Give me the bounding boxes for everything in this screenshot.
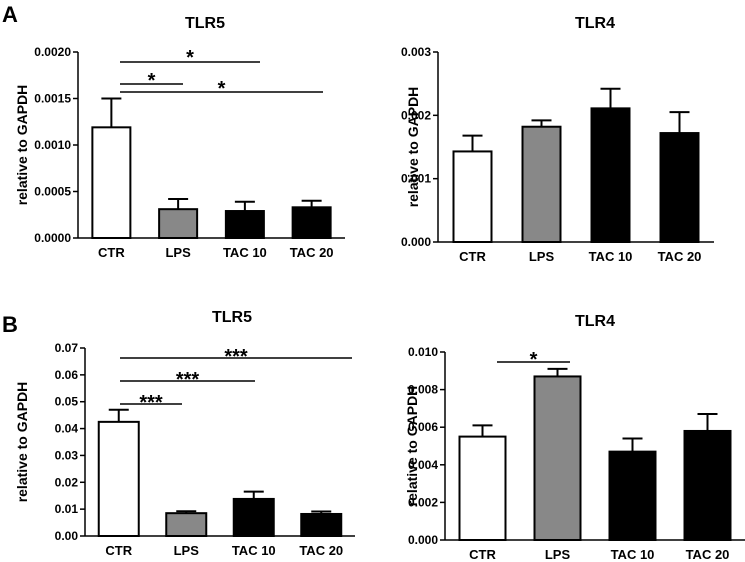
bar-tac-20 (300, 512, 343, 538)
significance-marker: * (530, 349, 538, 371)
y-tick-label: 0.06 (55, 368, 79, 382)
y-tick-label: 0.006 (408, 420, 438, 434)
x-tick-label: LPS (529, 249, 555, 264)
y-tick-label: 0.04 (55, 422, 79, 436)
x-tick-label: LPS (165, 245, 191, 260)
y-tick-label: 0.0005 (34, 185, 71, 199)
significance-marker: *** (224, 346, 248, 368)
x-tick-label: CTR (469, 547, 496, 562)
y-tick-label: 0.05 (55, 395, 79, 409)
y-tick-label: 0.01 (55, 502, 79, 516)
bar-tac-20 (683, 429, 732, 541)
y-tick-label: 0.000 (408, 533, 438, 547)
y-axis-label: relative to GAPDH (405, 87, 421, 208)
y-tick-label: 0.010 (408, 345, 438, 359)
bar-ctr (91, 126, 132, 239)
bar-ctr (458, 435, 507, 542)
panel-label-b: B (2, 312, 18, 337)
y-tick-label: 0.000 (401, 235, 431, 249)
significance-marker: * (148, 70, 156, 92)
chart-title: TLR4 (575, 313, 615, 330)
y-axis-label: relative to GAPDH (14, 382, 30, 503)
chart-title: TLR5 (212, 309, 252, 326)
y-tick-label: 0.002 (401, 108, 431, 122)
x-tick-label: CTR (98, 245, 125, 260)
bar-lps (165, 512, 208, 538)
y-axis-label: relative to GAPDH (14, 85, 30, 206)
x-tick-label: TAC 10 (232, 543, 276, 558)
x-tick-label: LPS (545, 547, 571, 562)
chart-4: TLR4 relative to GAPDH 0.000 0.002 0.004 0.00… (404, 313, 745, 562)
bar-tac-10 (590, 107, 631, 243)
x-tick-label: CTR (105, 543, 132, 558)
chart-2: TLR4 relative to GAPDH 0.000 0.001 0.002 0.00… (401, 15, 714, 264)
chart-3: TLR5 relative to GAPDH 0.00 0.01 0.02 0.03 0.0… (14, 309, 355, 558)
bar-tac-10 (608, 450, 657, 542)
x-tick-label: TAC 20 (299, 543, 343, 558)
x-tick-label: TAC 10 (589, 249, 633, 264)
y-tick-label: 0.00 (55, 529, 79, 543)
chart-1: TLR5 relative to GAPDH 0.0000 0.0005 0.0010 0… (14, 15, 345, 260)
y-tick-label: 0.0015 (34, 92, 71, 106)
significance-marker: * (186, 47, 194, 69)
y-tick-label: 0.03 (55, 448, 79, 462)
x-tick-label: LPS (174, 543, 200, 558)
bar-tac-20 (291, 206, 332, 239)
y-tick-label: 0.02 (55, 475, 79, 489)
chart-title: TLR4 (575, 15, 615, 32)
x-tick-label: TAC 20 (658, 249, 702, 264)
bar-tac-10 (224, 210, 265, 239)
significance-marker: * (218, 78, 226, 100)
x-tick-label: TAC 10 (223, 245, 267, 260)
x-tick-label: TAC 10 (611, 547, 655, 562)
significance-marker: *** (176, 369, 200, 391)
y-tick-label: 0.002 (408, 495, 438, 509)
x-tick-label: CTR (459, 249, 486, 264)
bar-lps (521, 125, 562, 243)
bar-lps (158, 208, 199, 239)
y-tick-label: 0.0020 (34, 45, 71, 59)
y-tick-label: 0.0000 (34, 231, 71, 245)
bar-tac-20 (659, 132, 700, 243)
y-tick-label: 0.008 (408, 383, 438, 397)
chart-title: TLR5 (185, 15, 225, 32)
bar-lps (533, 375, 582, 541)
y-tick-label: 0.07 (55, 341, 79, 355)
significance-marker: *** (139, 392, 163, 414)
y-axis-label: relative to GAPDH (404, 386, 420, 507)
x-tick-label: TAC 20 (290, 245, 334, 260)
x-tick-label: TAC 20 (686, 547, 730, 562)
y-tick-label: 0.003 (401, 45, 431, 59)
y-tick-label: 0.001 (401, 172, 431, 186)
y-tick-label: 0.004 (408, 458, 438, 472)
bar-ctr (452, 150, 493, 243)
bar-ctr (97, 420, 140, 538)
y-tick-label: 0.0010 (34, 138, 71, 152)
panel-label-a: A (2, 2, 18, 27)
bar-tac-10 (232, 497, 275, 537)
